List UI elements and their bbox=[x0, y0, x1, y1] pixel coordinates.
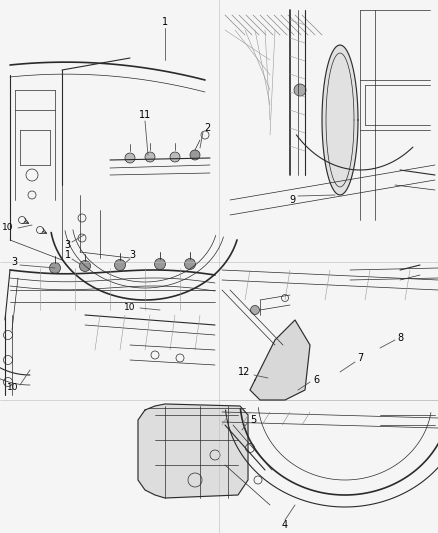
Circle shape bbox=[114, 260, 126, 271]
Text: 10: 10 bbox=[124, 303, 136, 312]
Text: 3: 3 bbox=[129, 250, 135, 260]
Circle shape bbox=[155, 259, 166, 270]
Circle shape bbox=[190, 150, 200, 160]
Text: 3: 3 bbox=[11, 257, 17, 267]
Text: 8: 8 bbox=[397, 333, 403, 343]
Circle shape bbox=[251, 305, 259, 314]
Polygon shape bbox=[250, 320, 310, 400]
Circle shape bbox=[170, 152, 180, 162]
Text: 4: 4 bbox=[282, 520, 288, 530]
Circle shape bbox=[145, 152, 155, 162]
Text: 3: 3 bbox=[64, 240, 70, 250]
Text: 11: 11 bbox=[139, 110, 151, 120]
Text: 12: 12 bbox=[238, 367, 250, 377]
Circle shape bbox=[49, 262, 60, 273]
Text: 5: 5 bbox=[250, 415, 256, 425]
Text: 6: 6 bbox=[313, 375, 319, 385]
Text: 10: 10 bbox=[2, 223, 14, 232]
Text: 2: 2 bbox=[204, 123, 210, 133]
Circle shape bbox=[80, 261, 91, 271]
Circle shape bbox=[294, 84, 306, 96]
Circle shape bbox=[125, 153, 135, 163]
Text: 1: 1 bbox=[162, 17, 168, 27]
Text: 10: 10 bbox=[7, 384, 19, 392]
Polygon shape bbox=[322, 45, 358, 195]
Text: 7: 7 bbox=[357, 353, 363, 363]
Text: 1: 1 bbox=[65, 250, 71, 260]
Circle shape bbox=[184, 259, 195, 270]
Text: 9: 9 bbox=[289, 195, 295, 205]
Polygon shape bbox=[138, 404, 248, 498]
